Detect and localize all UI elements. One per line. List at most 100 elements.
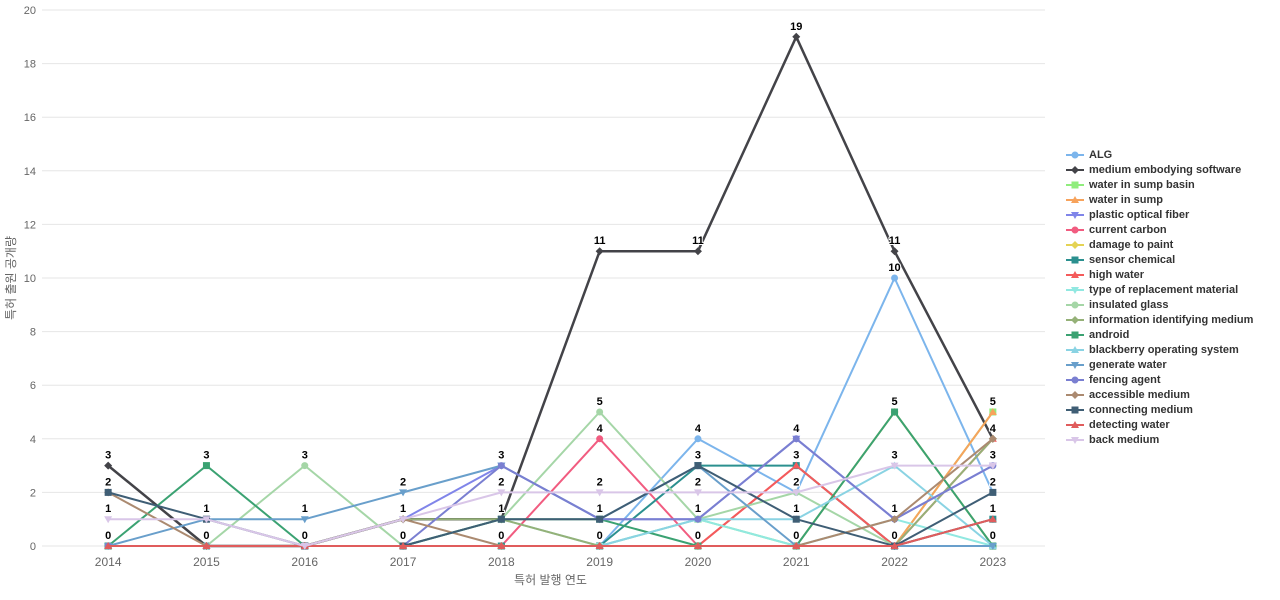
legend-item-damage-to-paint[interactable]: damage to paint (1066, 237, 1253, 252)
type-of-replacement-material-legend-marker-icon (1066, 286, 1084, 294)
x-tick-label: 2019 (586, 555, 613, 569)
series-marker (694, 435, 702, 443)
legend-item-detecting-water[interactable]: detecting water (1066, 417, 1253, 432)
series-marker (1071, 406, 1079, 413)
generate-water-legend-marker-icon (1066, 361, 1084, 369)
series-marker (202, 516, 211, 524)
series-detecting-water-line (107, 518, 994, 547)
alg-legend-marker-icon (1066, 151, 1084, 158)
data-label: 0 (400, 530, 406, 542)
series-marker (399, 542, 408, 549)
series-marker (202, 542, 211, 549)
y-tick-label: 0 (30, 541, 36, 553)
legend-item-connecting-medium[interactable]: connecting medium (1066, 402, 1253, 417)
legend-item-type-of-replacement-material[interactable]: type of replacement material (1066, 282, 1253, 297)
data-label: 5 (597, 396, 603, 408)
legend-item-android[interactable]: android (1066, 327, 1253, 342)
data-label: 1 (302, 503, 308, 515)
legend-item-plastic-optical-fiber[interactable]: plastic optical fiber (1066, 207, 1253, 222)
legend-item-sensor-chemical[interactable]: sensor chemical (1066, 252, 1253, 267)
series-marker (988, 462, 997, 470)
data-label: 1 (990, 503, 996, 515)
series-marker (596, 435, 604, 443)
series-marker (497, 489, 506, 497)
information-identifying-medium-legend-marker-icon (1066, 315, 1084, 324)
series-marker (792, 461, 801, 469)
data-label: 3 (203, 450, 209, 462)
series-marker (890, 542, 899, 549)
series-marker (891, 408, 899, 416)
series-marker (1071, 420, 1079, 428)
data-label: 1 (203, 503, 209, 515)
legend-item-water-in-sump[interactable]: water in sump (1066, 192, 1253, 207)
series-marker (891, 274, 899, 282)
legend-item-blackberry-operating-system[interactable]: blackberry operating system (1066, 342, 1253, 357)
legend-item-current-carbon[interactable]: current carbon (1066, 222, 1253, 237)
chart-legend: ALG medium embodying software water in sum… (1066, 147, 1253, 447)
data-label: 3 (498, 450, 504, 462)
blackberry-operating-system-legend-marker-icon (1066, 345, 1084, 353)
legend-item-insulated-glass[interactable]: insulated glass (1066, 297, 1253, 312)
legend-item-information-identifying-medium[interactable]: information identifying medium (1066, 312, 1253, 327)
series-marker (693, 542, 702, 549)
data-label: 4 (597, 423, 604, 435)
legend-label: medium embodying software (1089, 163, 1242, 176)
sensor-chemical-legend-marker-icon (1066, 256, 1084, 263)
data-label: 3 (990, 450, 996, 462)
gridlines (42, 9, 1045, 547)
data-label: 5 (891, 396, 897, 408)
legend-item-generate-water[interactable]: generate water (1066, 357, 1253, 372)
series-sensor-chemical-line (107, 464, 994, 547)
x-tick-label: 2023 (979, 555, 1006, 569)
data-label: 2 (597, 476, 603, 488)
data-label: 19 (790, 21, 802, 33)
legend-label: type of replacement material (1089, 283, 1239, 296)
x-tick-label: 2022 (881, 555, 908, 569)
y-axis-tick-labels: 0 2 4 6 8 10 12 14 16 18 20 (24, 5, 36, 553)
x-tick-label: 2020 (685, 555, 712, 569)
data-label: 0 (302, 530, 308, 542)
legend-item-back-medium[interactable]: back medium (1066, 432, 1253, 447)
series-marker (1071, 286, 1079, 294)
legend-label: high water (1089, 268, 1145, 281)
series-marker (595, 542, 604, 549)
plastic-optical-fiber-legend-marker-icon (1066, 211, 1084, 219)
series-marker (693, 247, 702, 256)
legend-item-high-water[interactable]: high water (1066, 267, 1253, 282)
series-android-line (107, 411, 994, 547)
data-label: 1 (891, 503, 897, 515)
series-marker (694, 462, 702, 470)
high-water-legend-marker-icon (1066, 270, 1084, 278)
data-label: 3 (105, 450, 111, 462)
android-legend-marker-icon (1066, 331, 1084, 338)
data-label: 4 (793, 423, 800, 435)
series-detecting-water (104, 515, 997, 549)
series-marker (1071, 165, 1079, 174)
legend-item-water-in-sump-basin[interactable]: water in sump basin (1066, 177, 1253, 192)
series-marker (988, 543, 997, 550)
legend-item-accessible-medium[interactable]: accessible medium (1066, 387, 1253, 402)
series-marker (596, 408, 604, 416)
legend-item-medium-embodying-software[interactable]: medium embodying software (1066, 162, 1253, 177)
data-label: 11 (692, 235, 704, 247)
series-water-in-sump-basin-line (107, 411, 994, 547)
water-in-sump-basin-legend-marker-icon (1066, 181, 1084, 188)
series-marker (989, 488, 997, 496)
connecting-medium-legend-marker-icon (1066, 406, 1084, 413)
data-label: 0 (105, 530, 111, 542)
legend-label: damage to paint (1089, 238, 1174, 251)
series-marker (104, 516, 113, 524)
y-tick-label: 12 (24, 219, 36, 231)
legend-label: generate water (1089, 358, 1167, 371)
series-marker (792, 32, 801, 41)
x-tick-label: 2014 (95, 555, 122, 569)
legend-item-alg[interactable]: ALG (1066, 147, 1253, 162)
x-tick-label: 2018 (488, 555, 515, 569)
series-marker (497, 515, 505, 523)
legend-item-fencing-agent[interactable]: fencing agent (1066, 372, 1253, 387)
data-label: 3 (695, 450, 701, 462)
series-marker (1071, 195, 1079, 203)
insulated-glass-legend-marker-icon (1066, 301, 1084, 308)
y-tick-label: 8 (30, 327, 36, 339)
